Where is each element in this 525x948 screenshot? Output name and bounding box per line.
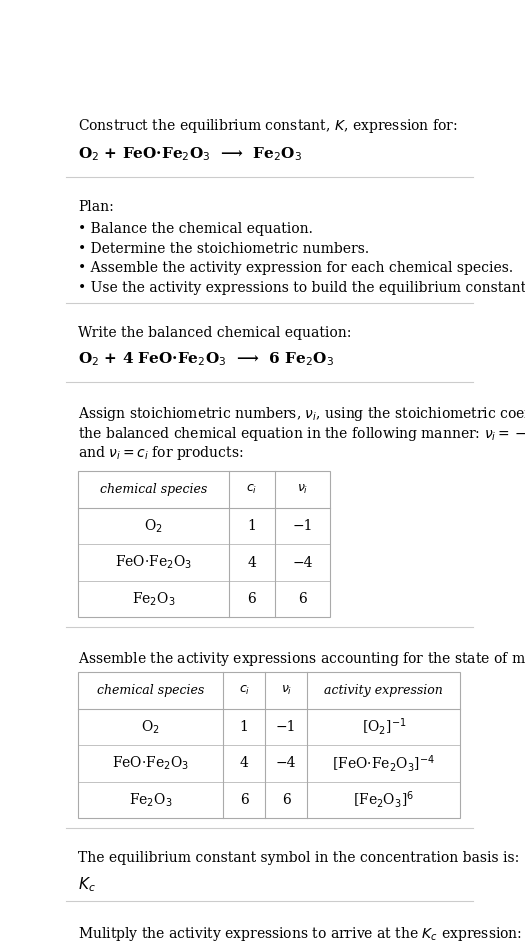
Text: • Balance the chemical equation.: • Balance the chemical equation.	[78, 222, 313, 236]
Text: and $\nu_i = c_i$ for products:: and $\nu_i = c_i$ for products:	[78, 445, 243, 463]
Text: 1: 1	[240, 720, 249, 734]
Text: [O$_2$]$^{-1}$: [O$_2$]$^{-1}$	[362, 717, 406, 738]
Text: the balanced chemical equation in the following manner: $\nu_i = -c_i$ for react: the balanced chemical equation in the fo…	[78, 425, 525, 443]
Text: 4: 4	[240, 757, 249, 771]
Text: Mulitply the activity expressions to arrive at the $K_c$ expression:: Mulitply the activity expressions to arr…	[78, 924, 522, 942]
Text: Write the balanced chemical equation:: Write the balanced chemical equation:	[78, 326, 351, 340]
Text: −1: −1	[276, 720, 297, 734]
Text: $c_i$: $c_i$	[246, 483, 258, 496]
Text: O$_2$ + 4 FeO·Fe$_2$O$_3$  ⟶  6 Fe$_2$O$_3$: O$_2$ + 4 FeO·Fe$_2$O$_3$ ⟶ 6 Fe$_2$O$_3…	[78, 350, 334, 368]
Text: −4: −4	[276, 757, 297, 771]
Text: 6: 6	[298, 592, 307, 606]
Text: O$_2$: O$_2$	[144, 518, 163, 535]
Text: −4: −4	[292, 556, 312, 570]
Text: [Fe$_2$O$_3$]$^6$: [Fe$_2$O$_3$]$^6$	[353, 790, 414, 811]
Text: O$_2$: O$_2$	[141, 719, 160, 736]
Text: activity expression: activity expression	[324, 684, 443, 697]
FancyBboxPatch shape	[78, 672, 460, 818]
Text: Assign stoichiometric numbers, $\nu_i$, using the stoichiometric coefficients, $: Assign stoichiometric numbers, $\nu_i$, …	[78, 405, 525, 423]
Text: 6: 6	[282, 793, 291, 807]
Text: −1: −1	[292, 520, 312, 533]
Text: Construct the equilibrium constant, $K$, expression for:: Construct the equilibrium constant, $K$,…	[78, 118, 457, 136]
FancyBboxPatch shape	[76, 943, 463, 948]
FancyBboxPatch shape	[78, 471, 330, 617]
Text: Fe$_2$O$_3$: Fe$_2$O$_3$	[129, 792, 172, 809]
Text: 4: 4	[247, 556, 256, 570]
Text: Assemble the activity expressions accounting for the state of matter and $\nu_i$: Assemble the activity expressions accoun…	[78, 650, 525, 668]
Text: FeO·Fe$_2$O$_3$: FeO·Fe$_2$O$_3$	[112, 755, 189, 772]
Text: $K_c$: $K_c$	[78, 875, 96, 894]
Text: chemical species: chemical species	[97, 684, 204, 697]
Text: 6: 6	[240, 793, 248, 807]
Text: chemical species: chemical species	[100, 483, 207, 496]
Text: Plan:: Plan:	[78, 200, 113, 214]
Text: [FeO·Fe$_2$O$_3$]$^{-4}$: [FeO·Fe$_2$O$_3$]$^{-4}$	[332, 753, 435, 774]
Text: • Use the activity expressions to build the equilibrium constant expression.: • Use the activity expressions to build …	[78, 281, 525, 295]
Text: Fe$_2$O$_3$: Fe$_2$O$_3$	[132, 591, 175, 608]
Text: FeO·Fe$_2$O$_3$: FeO·Fe$_2$O$_3$	[115, 554, 192, 572]
Text: • Determine the stoichiometric numbers.: • Determine the stoichiometric numbers.	[78, 242, 369, 256]
Text: • Assemble the activity expression for each chemical species.: • Assemble the activity expression for e…	[78, 262, 513, 275]
Text: 1: 1	[247, 520, 256, 533]
Text: $\nu_i$: $\nu_i$	[297, 483, 308, 496]
Text: 6: 6	[247, 592, 256, 606]
Text: $c_i$: $c_i$	[238, 684, 250, 697]
Text: $\nu_i$: $\nu_i$	[280, 684, 292, 697]
Text: O$_2$ + FeO·Fe$_2$O$_3$  ⟶  Fe$_2$O$_3$: O$_2$ + FeO·Fe$_2$O$_3$ ⟶ Fe$_2$O$_3$	[78, 145, 302, 163]
Text: The equilibrium constant symbol in the concentration basis is:: The equilibrium constant symbol in the c…	[78, 851, 519, 865]
